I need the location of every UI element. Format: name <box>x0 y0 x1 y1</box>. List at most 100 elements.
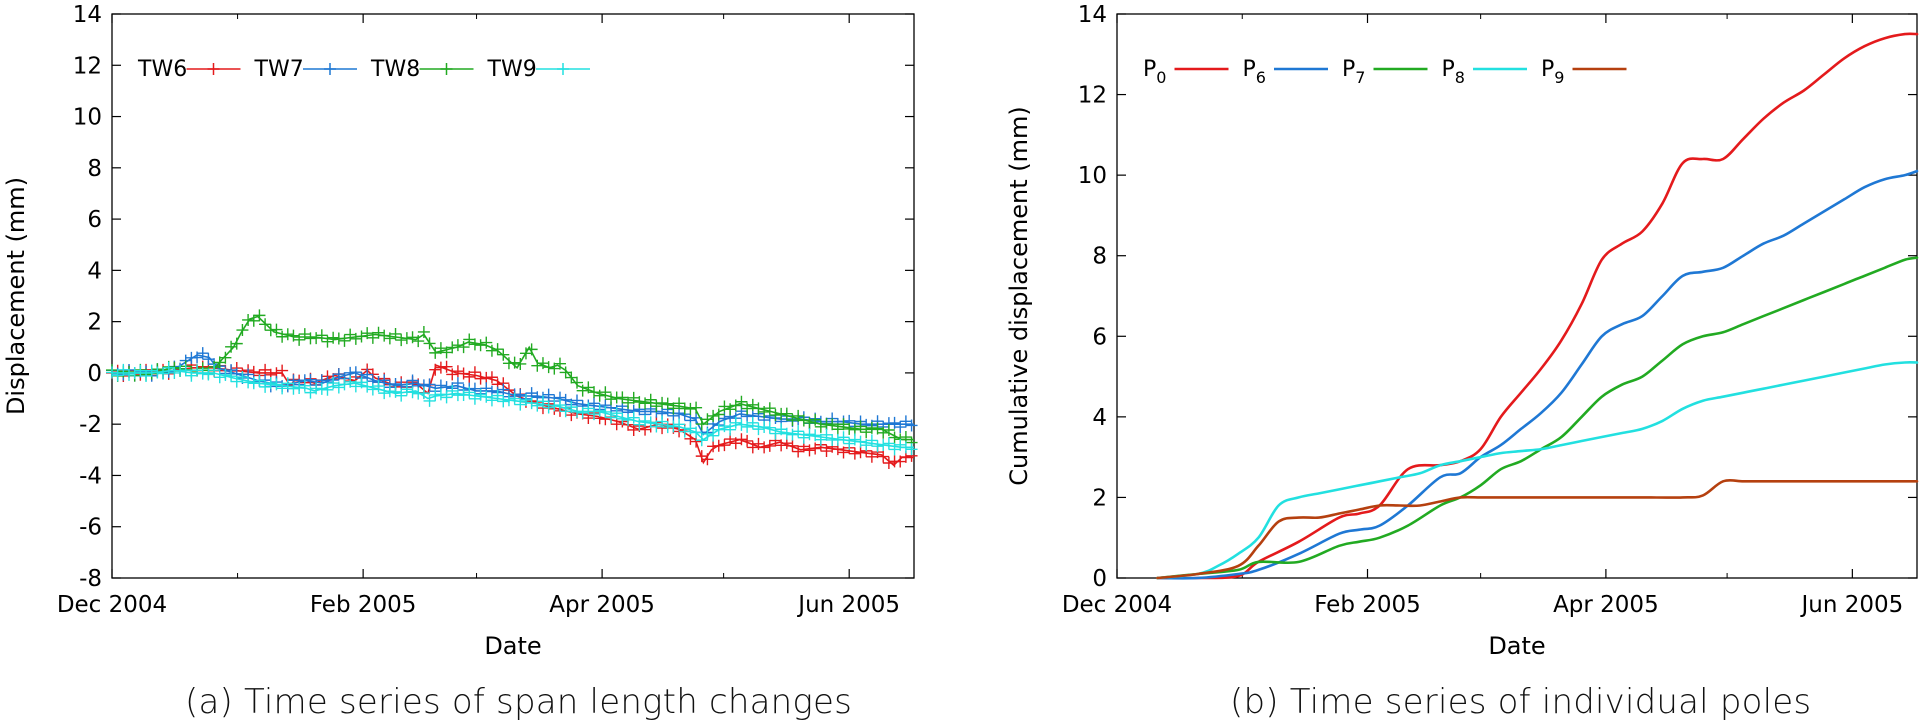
data-point-marker <box>474 388 487 401</box>
data-point-marker <box>400 383 413 396</box>
data-point-marker <box>508 392 521 405</box>
data-point-marker <box>899 441 912 454</box>
data-point-marker <box>559 366 572 379</box>
data-point-marker <box>610 407 623 420</box>
data-point-marker <box>440 360 453 373</box>
data-point-marker <box>485 394 498 407</box>
data-point-marker <box>667 420 680 433</box>
data-point-marker <box>525 343 538 356</box>
data-point-marker <box>644 393 657 406</box>
data-point-marker <box>576 384 589 397</box>
data-point-marker <box>451 339 464 352</box>
data-point-marker <box>599 386 612 399</box>
y-tick-label: 6 <box>1092 324 1107 350</box>
data-point-marker <box>741 434 754 447</box>
data-point-marker <box>123 368 136 381</box>
data-point-marker <box>752 423 765 436</box>
data-point-marker <box>763 402 776 415</box>
data-point-marker <box>599 405 612 418</box>
series-line <box>1156 32 1919 580</box>
data-point-marker <box>622 413 635 426</box>
data-point-marker <box>423 394 436 407</box>
series-line <box>1156 478 1919 580</box>
data-point-marker <box>276 330 289 343</box>
x-tick-label: Dec 2004 <box>1062 592 1172 618</box>
y-tick-label: 10 <box>73 105 102 131</box>
data-point-marker <box>786 428 799 441</box>
data-point-marker <box>276 364 289 377</box>
series-TW9 <box>106 361 918 456</box>
y-tick-label: 0 <box>1092 566 1107 592</box>
y-tick-label: 12 <box>1078 83 1107 109</box>
legend-marker <box>324 63 336 75</box>
data-point-marker <box>259 318 272 331</box>
data-point-marker <box>514 357 527 370</box>
legend-label: TW9 <box>487 57 537 82</box>
x-tick-label: Jun 2005 <box>1799 592 1903 618</box>
data-point-marker <box>684 432 697 445</box>
data-point-marker <box>162 361 175 374</box>
data-point-marker <box>242 376 255 389</box>
legend-subscript: 9 <box>1554 68 1564 87</box>
legend-item: P0 <box>1143 57 1229 87</box>
data-point-marker <box>242 313 255 326</box>
data-point-marker <box>366 331 379 344</box>
data-point-marker <box>775 439 788 452</box>
data-point-marker <box>440 346 453 359</box>
panel-b-chart: 0 2 4 6 8 10 12 14 Dec 2004 Feb 2005 Apr 2005 Jun 2… <box>1005 2 1919 660</box>
data-point-marker <box>582 402 595 415</box>
series-P6 <box>1156 169 1919 580</box>
legend-subscript: 7 <box>1355 68 1365 87</box>
data-point-marker <box>786 439 799 452</box>
panel-a-chart: -8 -6 -4 -2 0 2 4 6 8 10 12 14 Dec 2004 Feb 2005 Apr 2… <box>2 2 918 660</box>
data-point-marker <box>236 324 249 337</box>
data-point-marker <box>332 332 345 345</box>
data-point-marker <box>673 418 686 431</box>
data-point-marker <box>809 413 822 426</box>
data-point-marker <box>457 367 470 380</box>
y-axis-title: Cumulative displacement (mm) <box>1005 106 1033 485</box>
data-point-marker <box>701 427 714 440</box>
data-point-marker <box>570 405 583 418</box>
data-point-marker <box>349 366 362 379</box>
data-point-marker <box>888 431 901 444</box>
data-point-marker <box>400 332 413 345</box>
y-tick-label: -8 <box>79 566 102 592</box>
data-point-marker <box>293 333 306 346</box>
data-point-marker <box>355 330 368 343</box>
data-point-marker <box>882 424 895 437</box>
legend-item: P9 <box>1541 57 1627 87</box>
data-point-marker <box>769 409 782 422</box>
y-axis-title: Displacement (mm) <box>2 177 30 415</box>
data-point-marker <box>826 418 839 431</box>
data-point-marker <box>639 414 652 427</box>
data-point-marker <box>451 377 464 390</box>
y-tick-label: 8 <box>1092 244 1107 270</box>
data-point-marker <box>338 378 351 391</box>
legend-subscript: 6 <box>1256 68 1266 87</box>
data-point-marker <box>724 423 737 436</box>
data-point-marker <box>372 380 385 393</box>
data-point-marker <box>650 400 663 413</box>
data-point-marker <box>803 428 816 441</box>
legend-item: TW9 <box>487 57 590 82</box>
data-point-marker <box>230 337 243 350</box>
legend-item: TW8 <box>370 57 474 82</box>
data-point-marker <box>582 381 595 394</box>
data-point-marker <box>304 373 317 386</box>
data-point-marker <box>366 383 379 396</box>
data-point-marker <box>877 450 890 463</box>
data-point-marker <box>236 371 249 384</box>
data-point-marker <box>106 366 118 379</box>
data-point-marker <box>372 326 385 339</box>
data-point-marker <box>622 396 635 409</box>
legend-subscript: 8 <box>1455 68 1465 87</box>
data-point-marker <box>894 421 907 434</box>
series-P8 <box>1156 361 1919 580</box>
data-point-marker <box>792 445 805 458</box>
series-P7 <box>1156 256 1919 580</box>
data-point-marker <box>446 368 459 381</box>
data-point-marker <box>253 374 266 387</box>
data-point-marker <box>468 338 481 351</box>
data-point-marker <box>179 364 192 377</box>
